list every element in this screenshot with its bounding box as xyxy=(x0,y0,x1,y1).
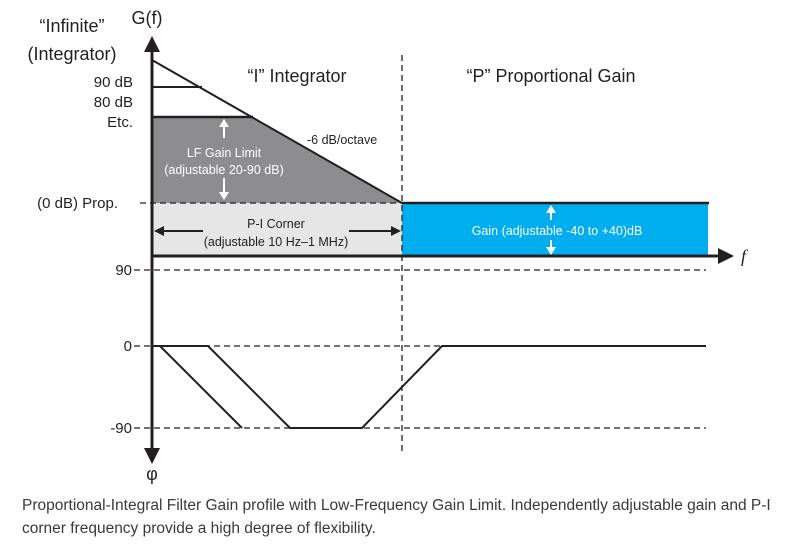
y-axis-up-arrow-icon xyxy=(144,36,160,52)
lf-up-arrowhead-icon xyxy=(219,119,229,127)
x-axis-label: f xyxy=(741,246,749,266)
gain-up-arrowhead-icon xyxy=(546,205,556,213)
etc-label: Etc. xyxy=(107,114,133,131)
y-axis-phase-label: φ xyxy=(146,464,158,484)
pi-corner-label: P-I Corner xyxy=(247,217,305,231)
prop-label: (0 dB) Prop. xyxy=(37,195,118,212)
y-axis-down-arrow-icon xyxy=(144,448,160,464)
slope-label: -6 dB/octave xyxy=(307,133,377,147)
integrator-slope-line xyxy=(151,59,403,204)
phase-curve-low-limit xyxy=(160,345,706,429)
phase-90-label: 90 xyxy=(115,262,132,279)
corner-right-arrowhead-icon xyxy=(391,226,401,236)
pi-corner-region xyxy=(152,203,402,256)
phase-neg90-label: -90 xyxy=(110,420,132,437)
lf-gain-limit-label: LF Gain Limit xyxy=(187,146,262,160)
phase-curve-high-limit xyxy=(152,345,243,429)
figure-caption: Proportional-Integral Filter Gain profil… xyxy=(22,497,771,537)
y-axis-gain-label: G(f) xyxy=(132,8,163,28)
gain-range-label: Gain (adjustable -40 to +40)dB xyxy=(472,224,643,238)
lf-gain-range-label: (adjustable 20-90 dB) xyxy=(164,163,284,177)
lf-down-arrowhead-icon xyxy=(219,192,229,200)
lf-gain-limit-region xyxy=(152,117,402,203)
db80-label: 80 dB xyxy=(94,94,133,111)
pi-corner-range-label: (adjustable 10 Hz–1 MHz) xyxy=(204,235,349,249)
infinite-label: “Infinite” xyxy=(39,16,104,36)
integrator-paren-label: (Integrator) xyxy=(27,44,116,64)
corner-left-arrowhead-icon xyxy=(154,226,164,236)
gain-down-arrowhead-icon xyxy=(546,247,556,255)
phase-0-label: 0 xyxy=(124,338,132,355)
region-p-label: “P” Proportional Gain xyxy=(466,66,635,86)
region-i-label: “I” Integrator xyxy=(247,66,346,86)
x-axis-arrow-icon xyxy=(718,248,734,264)
db90-label: 90 dB xyxy=(94,74,133,91)
